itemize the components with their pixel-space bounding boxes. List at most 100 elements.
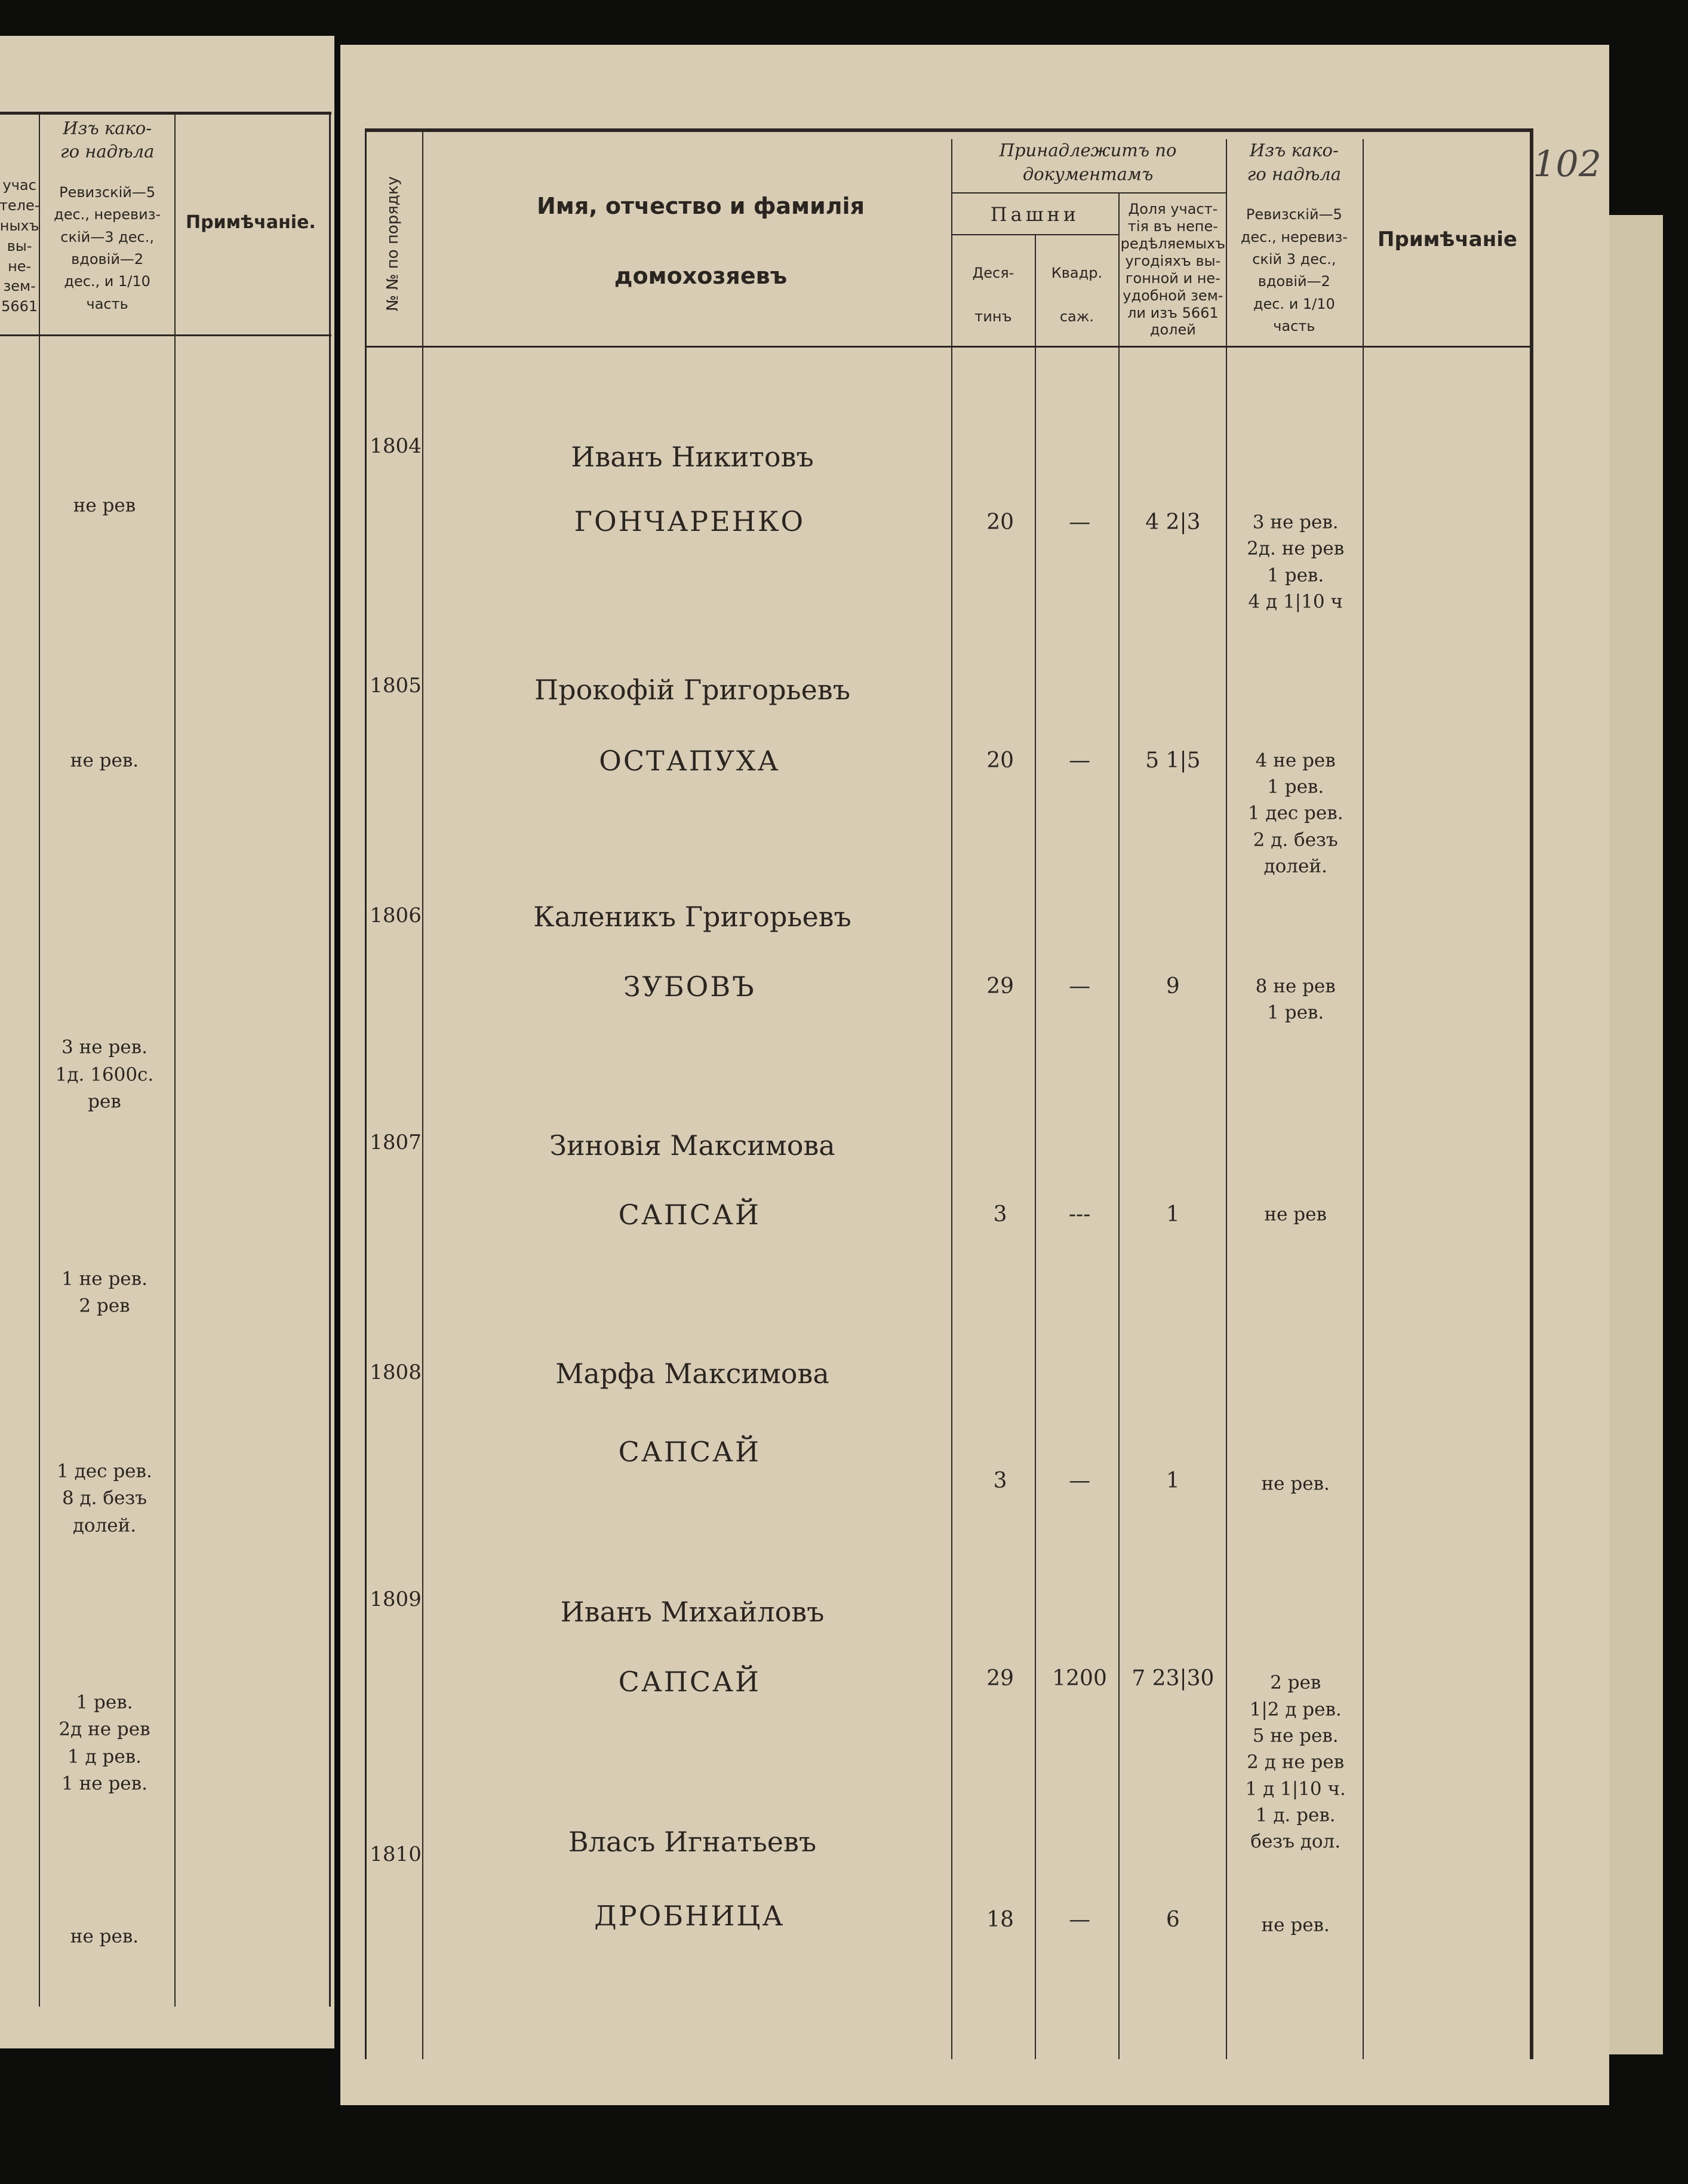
- sazhen: —: [1069, 509, 1091, 535]
- left-page: [0, 36, 334, 2048]
- header-name: Имя, отчество и фамилія: [536, 193, 865, 220]
- header-documents: Принадлежитъ по: [999, 140, 1177, 161]
- header-share: угодіяхъ вы-: [1125, 252, 1221, 269]
- header-share: долей: [1149, 321, 1196, 339]
- header-note: скій—3 дес.,: [60, 228, 154, 245]
- header-share: тія въ непе-: [1127, 217, 1218, 235]
- header-share: удобной зем-: [1123, 287, 1223, 304]
- person-name: Зиновія Максимова: [549, 1129, 835, 1162]
- person-name: Иванъ Никитовъ: [571, 441, 814, 474]
- allotment-note: 1 не рев.: [62, 1268, 147, 1290]
- allotment-note: 1 рев.: [1267, 1002, 1324, 1024]
- share: 5 1|5: [1145, 748, 1201, 773]
- desyatin: 3: [993, 1468, 1007, 1493]
- header-note: дес., и 1/10: [64, 273, 150, 290]
- allotment-note: долей.: [1263, 855, 1327, 877]
- surname: ЗУБОВЪ: [623, 970, 756, 1003]
- row-number: 1807: [370, 1131, 422, 1155]
- sazhen: 1200: [1052, 1666, 1107, 1691]
- share: 6: [1166, 1907, 1180, 1932]
- header-remarks: Примѣчаніе.: [186, 212, 316, 234]
- header-note: Ревизскій—5: [59, 183, 156, 201]
- surname: ДРОБНИЦА: [594, 1899, 785, 1932]
- allotment-note: не рев.: [1261, 1914, 1330, 1936]
- desyatin: 20: [986, 748, 1014, 773]
- allotment-note: не рев: [1264, 1203, 1327, 1225]
- header-allotment: го надѣла: [1247, 164, 1342, 185]
- allotment-note: 1 рев.: [76, 1691, 133, 1713]
- header-fragment: не-: [8, 257, 32, 275]
- header-remarks: Примѣчаніе: [1378, 228, 1517, 252]
- row-number: 1810: [370, 1842, 422, 1867]
- header-allotment-note: дес., неревиз-: [1240, 228, 1348, 245]
- header-allotment-note: вдовій—2: [1257, 273, 1330, 290]
- rule-h: [951, 234, 1119, 235]
- allotment-note: 1 дес рев.: [57, 1460, 152, 1482]
- share: 7 23|30: [1132, 1666, 1215, 1691]
- corner-mark: 102: [1533, 143, 1601, 186]
- allotment-note: рев: [88, 1091, 121, 1113]
- allotment-note: долей.: [72, 1515, 137, 1537]
- header-fragment: 5661: [1, 298, 38, 315]
- desyatin: 29: [986, 1666, 1014, 1691]
- header-arable: Пашни: [990, 203, 1080, 226]
- share: 1: [1166, 1468, 1180, 1493]
- header-desyatin: Деся-: [972, 265, 1014, 282]
- header-share: ли изъ 5661: [1127, 304, 1219, 321]
- surname: ОСТАПУХА: [599, 744, 780, 777]
- rule-h: [365, 345, 1533, 348]
- share: 1: [1166, 1202, 1180, 1227]
- allotment-note: 1 не рев.: [62, 1773, 147, 1795]
- sazhen: ---: [1068, 1202, 1091, 1227]
- header-fragment: теле-: [0, 197, 40, 214]
- header-allotment-note: скій 3 дес.,: [1252, 250, 1336, 268]
- allotment-note: 2 д не рев: [1247, 1751, 1345, 1773]
- allotment-note: 8 д. безъ: [62, 1487, 147, 1509]
- rule-v: [951, 139, 953, 2060]
- rule-v: [1118, 192, 1120, 2060]
- header-documents: документамъ: [1022, 164, 1154, 185]
- allotment-note: не рев: [73, 494, 136, 517]
- header-title: Изъ како-: [63, 118, 152, 139]
- allotment-note: 1 дес рев.: [1247, 802, 1343, 824]
- share: 9: [1166, 973, 1180, 999]
- rule-v: [1226, 139, 1228, 2060]
- allotment-note: 1|2 д рев.: [1249, 1698, 1342, 1721]
- surname: САПСАЙ: [618, 1665, 761, 1698]
- header-title: го надѣла: [60, 141, 155, 162]
- row-number: 1808: [370, 1360, 422, 1384]
- header-sazhen: Квадр.: [1051, 265, 1103, 282]
- row-number: 1805: [370, 673, 422, 698]
- sazhen: —: [1069, 973, 1091, 999]
- rule-v: [365, 128, 367, 2060]
- header-desyatin: тинъ: [974, 308, 1012, 325]
- share: 4 2|3: [1145, 509, 1201, 535]
- allotment-note: не рев.: [70, 1925, 139, 1948]
- surname: САПСАЙ: [618, 1435, 761, 1468]
- person-name: Власъ Игнатьевъ: [568, 1826, 817, 1859]
- allotment-note: 2д. не рев: [1247, 537, 1345, 560]
- surname: ГОНЧАРЕНКО: [574, 505, 805, 537]
- header-fragment: вы-: [7, 237, 32, 254]
- rule-h: [365, 128, 1533, 132]
- person-name: Прокофій Григорьевъ: [534, 673, 850, 706]
- rule-v: [174, 111, 176, 2007]
- surname: САПСАЙ: [618, 1199, 761, 1231]
- allotment-note: 2 д. безъ: [1253, 829, 1338, 851]
- sazhen: —: [1069, 748, 1091, 773]
- rule-h: [0, 334, 332, 336]
- rule-v: [328, 111, 331, 2007]
- desyatin: 3: [993, 1202, 1007, 1227]
- header-note: вдовій—2: [71, 250, 144, 268]
- header-name: домохозяевъ: [614, 262, 788, 289]
- allotment-note: 2 рев: [1270, 1672, 1321, 1694]
- person-name: Марфа Максимова: [555, 1357, 829, 1390]
- rule-h: [0, 111, 332, 115]
- allotment-note: не рев.: [1261, 1473, 1330, 1495]
- allotment-note: 5 не рев.: [1252, 1725, 1339, 1747]
- header-fragment: учас: [2, 177, 36, 194]
- header-allotment-note: часть: [1273, 317, 1315, 334]
- rule-v: [1035, 234, 1037, 2060]
- row-number: 1804: [370, 434, 422, 458]
